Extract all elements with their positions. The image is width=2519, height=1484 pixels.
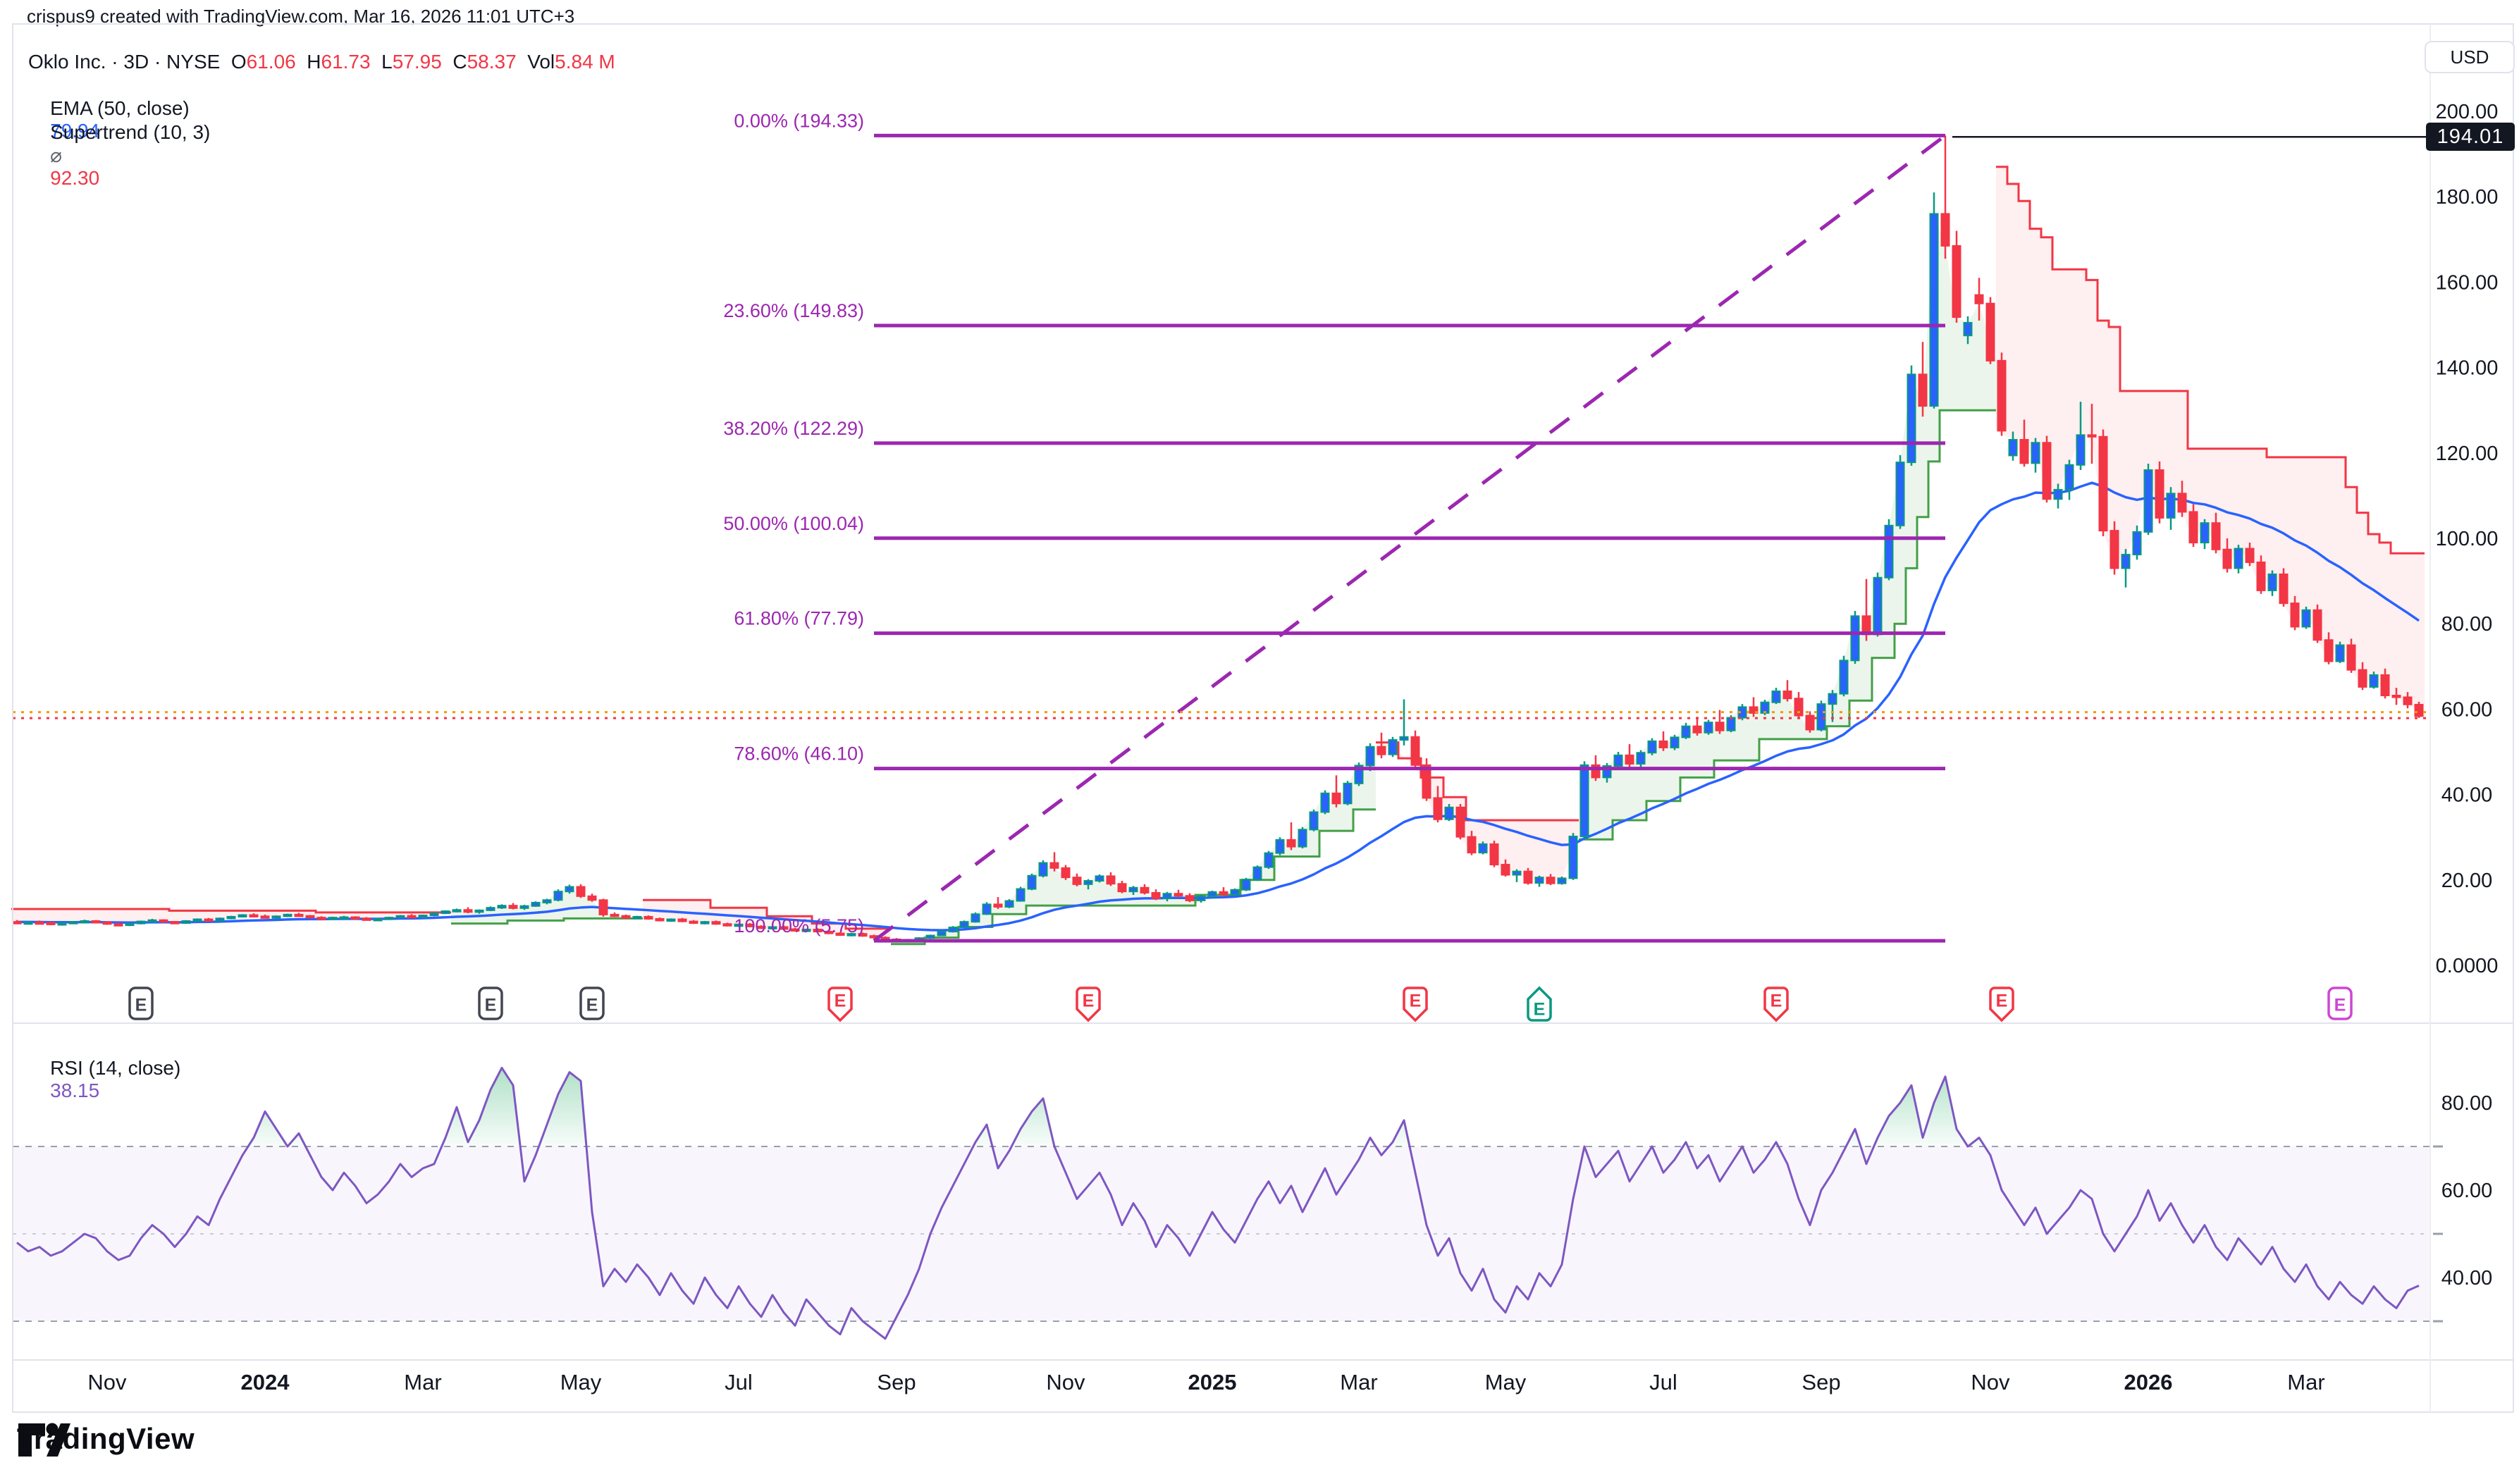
supertrend-legend-value: 92.30 bbox=[50, 167, 100, 189]
symbol-legend-part: O bbox=[220, 51, 247, 73]
time-axis-month-label: May bbox=[560, 1370, 602, 1395]
price-lines bbox=[13, 136, 2430, 719]
supertrend-legend[interactable]: Supertrend (10, 3) ⌀ 92.30 bbox=[28, 99, 220, 212]
earnings-badge-icon[interactable]: E bbox=[827, 987, 853, 1022]
svg-text:E: E bbox=[135, 996, 147, 1015]
time-axis-month-label: Jul bbox=[725, 1370, 753, 1395]
ema-legend-label: EMA (50, close) bbox=[50, 97, 190, 119]
price-axis-tick: 0.0000 bbox=[2436, 955, 2499, 977]
time-axis-month-label: Nov bbox=[87, 1370, 127, 1395]
symbol-legend-part: 5.84 M bbox=[555, 51, 615, 73]
rsi-legend-value: 38.15 bbox=[50, 1080, 100, 1101]
price-axis-tick: 160.00 bbox=[2436, 271, 2499, 294]
fibonacci-retracement[interactable]: 0.00% (194.33) 23.60% (149.83) 38.20% (122… bbox=[723, 110, 1947, 943]
high-price-axis-label: 194.01 bbox=[2426, 123, 2515, 151]
symbol-legend-part: H bbox=[295, 51, 321, 73]
price-axis-tick: 120.00 bbox=[2436, 443, 2499, 465]
time-axis-year-label: 2026 bbox=[2124, 1370, 2173, 1395]
rsi-axis-tick: 80.00 bbox=[2441, 1092, 2493, 1115]
candlestick-series bbox=[12, 135, 2424, 943]
symbol-legend-part: C bbox=[441, 51, 467, 73]
price-axis-tick: 60.00 bbox=[2441, 698, 2493, 721]
tradingview-logo-icon bbox=[18, 1423, 70, 1457]
price-axis-tick: 140.00 bbox=[2436, 357, 2499, 380]
rsi-legend-label: RSI (14, close) bbox=[50, 1057, 181, 1079]
svg-text:E: E bbox=[1410, 991, 1422, 1011]
price-axis[interactable]: 200.00 180.00 160.00 140.00 120.00 100.00 80.0… bbox=[2436, 101, 2499, 977]
earnings-badge-icon[interactable]: E bbox=[1403, 987, 1428, 1022]
price-axis-tick: 40.00 bbox=[2441, 784, 2493, 807]
price-axis-tick: 200.00 bbox=[2436, 101, 2499, 123]
symbol-legend-part: 57.95 bbox=[392, 51, 442, 73]
time-axis-month-label: Jul bbox=[1649, 1370, 1677, 1395]
rsi-pane bbox=[13, 1066, 2430, 1340]
ema-legend[interactable]: EMA (50, close) 79.94 bbox=[28, 75, 199, 165]
time-axis-month-label: Sep bbox=[877, 1370, 916, 1395]
symbol-legend-part: 61.73 bbox=[321, 51, 371, 73]
rsi-axis-tick: 60.00 bbox=[2441, 1180, 2493, 1202]
time-axis[interactable]: Nov 2024 Mar May Jul Sep Nov 2025 Mar May Jul Sep No… bbox=[87, 1370, 2324, 1395]
time-axis-month-label: Mar bbox=[404, 1370, 441, 1395]
earnings-badge-icon[interactable]: E bbox=[128, 987, 154, 1020]
price-axis-tick: 20.00 bbox=[2441, 870, 2493, 892]
fib-level-label: 0.00% (194.33) bbox=[734, 110, 864, 131]
time-axis-year-label: 2024 bbox=[241, 1370, 290, 1395]
earnings-badge-icon[interactable]: E bbox=[478, 987, 503, 1020]
svg-text:E: E bbox=[1770, 991, 1782, 1011]
time-axis-month-label: Mar bbox=[1340, 1370, 1377, 1395]
fib-level-label: 61.80% (77.79) bbox=[734, 608, 864, 629]
fib-level-label: 38.20% (122.29) bbox=[723, 418, 864, 439]
symbol-legend-part: Oklo Inc. · 3D · NYSE bbox=[28, 51, 221, 73]
svg-text:E: E bbox=[1534, 1000, 1546, 1020]
earnings-badge-icon[interactable]: E bbox=[2327, 987, 2353, 1020]
svg-text:E: E bbox=[485, 996, 497, 1015]
ema-legend-value: 79.94 bbox=[50, 120, 100, 142]
price-axis-tick: 80.00 bbox=[2441, 613, 2493, 636]
supertrend-indicator bbox=[11, 166, 2425, 946]
fib-level-label: 78.60% (46.10) bbox=[734, 743, 864, 765]
svg-text:E: E bbox=[586, 996, 598, 1015]
time-axis-month-label: Nov bbox=[1046, 1370, 1085, 1395]
symbol-legend-part: Vol bbox=[516, 51, 555, 73]
diameter-icon: ⌀ bbox=[50, 144, 62, 166]
time-axis-month-label: Nov bbox=[1971, 1370, 2010, 1395]
earnings-badge-icon[interactable]: E bbox=[1989, 987, 2014, 1022]
symbol-legend-part: L bbox=[370, 51, 393, 73]
earnings-badge-icon[interactable]: E bbox=[1076, 987, 1101, 1022]
time-axis-month-label: Mar bbox=[2287, 1370, 2324, 1395]
rsi-legend[interactable]: RSI (14, close) 38.15 bbox=[28, 1034, 190, 1125]
time-axis-year-label: 2025 bbox=[1188, 1370, 1237, 1395]
rsi-line bbox=[16, 1066, 2420, 1340]
earnings-badge-icon[interactable]: E bbox=[579, 987, 605, 1020]
supertrend-legend-label: Supertrend (10, 3) bbox=[50, 121, 211, 143]
svg-text:E: E bbox=[1083, 991, 1095, 1011]
svg-text:E: E bbox=[1996, 991, 2008, 1011]
symbol-legend-part: 61.06 bbox=[246, 51, 296, 73]
pane-borders bbox=[12, 23, 2514, 1413]
price-axis-tick: 100.00 bbox=[2436, 528, 2499, 550]
symbol-legend[interactable]: Oklo Inc. · 3D · NYSE O61.06 H61.73 L57.… bbox=[28, 51, 615, 73]
price-axis-tick: 180.00 bbox=[2436, 186, 2499, 209]
svg-text:E: E bbox=[834, 991, 846, 1011]
fib-level-label: 23.60% (149.83) bbox=[723, 300, 864, 321]
currency-toggle-button[interactable]: USD bbox=[2425, 41, 2515, 73]
symbol-legend-part: 58.37 bbox=[467, 51, 517, 73]
rsi-axis-tick: 40.00 bbox=[2441, 1267, 2493, 1290]
time-axis-month-label: Sep bbox=[1802, 1370, 1840, 1395]
ema-line bbox=[16, 481, 2420, 932]
fib-level-label: 100.00% (5.75) bbox=[734, 915, 864, 936]
fib-level-label: 50.00% (100.04) bbox=[723, 513, 864, 534]
earnings-badge-icon[interactable]: E bbox=[1527, 986, 1552, 1022]
time-axis-month-label: May bbox=[1485, 1370, 1527, 1395]
rsi-axis[interactable]: 80.00 60.00 40.00 bbox=[2433, 1092, 2493, 1323]
earnings-badge-icon[interactable]: E bbox=[1763, 987, 1789, 1022]
fib-trend-line bbox=[873, 134, 1947, 943]
tradingview-logo[interactable]: TradingView bbox=[17, 1422, 195, 1457]
svg-text:E: E bbox=[2334, 996, 2346, 1015]
